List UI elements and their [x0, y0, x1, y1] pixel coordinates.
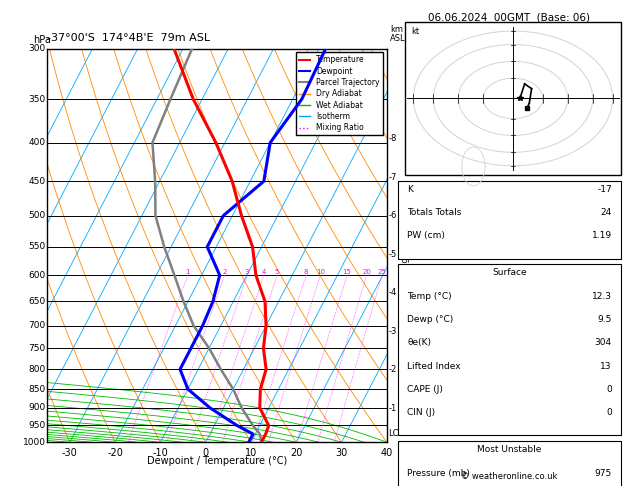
Text: LCL: LCL	[389, 430, 404, 438]
Text: CIN (J): CIN (J)	[407, 408, 435, 417]
Bar	[405, 22, 621, 175]
Text: 700: 700	[28, 321, 45, 330]
Text: -37°00'S  174°4B'E  79m ASL: -37°00'S 174°4B'E 79m ASL	[47, 33, 210, 43]
Text: 850: 850	[28, 384, 45, 394]
X-axis label: Dewpoint / Temperature (°C): Dewpoint / Temperature (°C)	[147, 456, 287, 466]
Text: 800: 800	[28, 365, 45, 374]
Text: 1: 1	[186, 269, 190, 275]
Text: 1.19: 1.19	[592, 231, 612, 241]
Text: 2: 2	[222, 269, 226, 275]
Text: 13: 13	[601, 362, 612, 371]
Text: 600: 600	[28, 271, 45, 280]
Text: -20: -20	[107, 448, 123, 458]
Text: 25: 25	[378, 269, 386, 275]
Text: 304: 304	[595, 338, 612, 347]
Text: hPa: hPa	[33, 35, 52, 45]
Text: 750: 750	[28, 344, 45, 353]
Text: km
ASL: km ASL	[390, 25, 406, 43]
Text: 30: 30	[335, 448, 348, 458]
Text: -5: -5	[389, 250, 397, 259]
Text: Totals Totals: Totals Totals	[407, 208, 462, 217]
Text: 650: 650	[28, 297, 45, 306]
Text: 4: 4	[262, 269, 266, 275]
Text: -6: -6	[389, 211, 397, 220]
Text: 350: 350	[28, 94, 45, 104]
Text: 950: 950	[28, 421, 45, 430]
Text: 450: 450	[28, 177, 45, 186]
Text: kt: kt	[412, 27, 420, 36]
Bar	[398, 181, 621, 259]
Text: -4: -4	[389, 288, 397, 297]
Text: Most Unstable: Most Unstable	[477, 445, 542, 454]
Text: 0: 0	[203, 448, 209, 458]
Text: Lifted Index: Lifted Index	[407, 362, 460, 371]
Text: CAPE (J): CAPE (J)	[407, 385, 443, 394]
Text: Surface: Surface	[492, 268, 527, 278]
Text: 900: 900	[28, 403, 45, 412]
Text: 0: 0	[606, 408, 612, 417]
Text: -2: -2	[389, 365, 397, 374]
Text: 975: 975	[594, 469, 612, 478]
Text: K: K	[407, 185, 413, 194]
Text: 24: 24	[601, 208, 612, 217]
Text: Mixing Ratio (g/kg): Mixing Ratio (g/kg)	[401, 206, 410, 285]
Text: 1000: 1000	[23, 438, 45, 447]
Text: 300: 300	[28, 44, 45, 53]
Text: 5: 5	[275, 269, 279, 275]
Text: -7: -7	[389, 173, 397, 182]
Text: -30: -30	[62, 448, 78, 458]
Text: 12.3: 12.3	[592, 292, 612, 301]
Text: 20: 20	[290, 448, 303, 458]
Text: 550: 550	[28, 243, 45, 251]
Text: 8: 8	[304, 269, 308, 275]
Text: 3: 3	[245, 269, 249, 275]
Text: 10: 10	[316, 269, 325, 275]
Text: -8: -8	[389, 134, 397, 143]
Bar	[398, 264, 621, 435]
Legend: Temperature, Dewpoint, Parcel Trajectory, Dry Adiabat, Wet Adiabat, Isotherm, Mi: Temperature, Dewpoint, Parcel Trajectory…	[296, 52, 383, 135]
Text: 20: 20	[362, 269, 371, 275]
Text: 06.06.2024  00GMT  (Base: 06): 06.06.2024 00GMT (Base: 06)	[428, 12, 591, 22]
Text: -1: -1	[389, 403, 397, 413]
Text: Dewp (°C): Dewp (°C)	[407, 315, 454, 324]
Text: 400: 400	[28, 138, 45, 147]
Text: Temp (°C): Temp (°C)	[407, 292, 452, 301]
Text: 40: 40	[381, 448, 393, 458]
Text: PW (cm): PW (cm)	[407, 231, 445, 241]
Text: 9.5: 9.5	[598, 315, 612, 324]
Text: -3: -3	[389, 327, 397, 336]
Text: θe(K): θe(K)	[407, 338, 431, 347]
Text: 0: 0	[606, 385, 612, 394]
Text: -17: -17	[597, 185, 612, 194]
Text: 500: 500	[28, 211, 45, 220]
Text: 15: 15	[343, 269, 352, 275]
Text: -10: -10	[152, 448, 169, 458]
Text: 10: 10	[245, 448, 257, 458]
Text: Pressure (mb): Pressure (mb)	[407, 469, 470, 478]
Bar	[398, 441, 621, 486]
Text: © weatheronline.co.uk: © weatheronline.co.uk	[461, 472, 558, 481]
